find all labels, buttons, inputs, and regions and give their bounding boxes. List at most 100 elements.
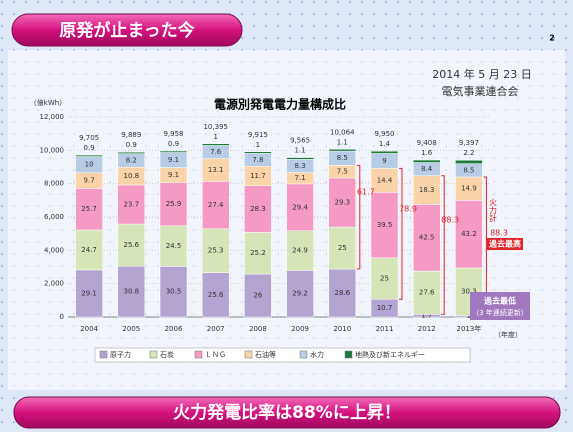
y-tick-label: 4,000 xyxy=(44,246,64,254)
header-pill xyxy=(11,13,243,47)
total-label: 9,408 xyxy=(417,139,437,147)
segment-label: 10.7 xyxy=(377,304,393,312)
bar-segment xyxy=(159,266,188,318)
y-tick-label: 8,000 xyxy=(44,180,64,188)
bar-segment xyxy=(75,188,103,231)
segment-label: 29.4 xyxy=(292,203,308,211)
segment-label: 1.6 xyxy=(421,149,433,157)
x-tick-label: 2009 xyxy=(291,325,309,333)
bar-segment xyxy=(201,181,230,230)
segment-label: 10 xyxy=(85,161,94,169)
segment-label: 28.3 xyxy=(250,205,266,213)
segment-label: 8.5 xyxy=(463,166,474,174)
segment-label: 1 xyxy=(467,312,471,320)
thermal-bracket xyxy=(399,167,403,300)
segment-label: 25.2 xyxy=(250,249,266,257)
segment-label: 9 xyxy=(382,157,386,165)
thermal-bracket xyxy=(441,175,445,315)
segment-label: 29.2 xyxy=(292,290,308,298)
segment-label: 1.7 xyxy=(421,312,432,320)
chart-title: 電源別発電電力量構成比 xyxy=(214,97,346,112)
y-tick-label: 6,000 xyxy=(44,213,64,221)
bar-segment xyxy=(201,143,230,146)
legend-label: 石炭 xyxy=(160,351,174,359)
bar-segment xyxy=(370,150,399,154)
segment-label: 43.2 xyxy=(461,230,477,238)
segment-label: 8.5 xyxy=(337,154,348,162)
segment-label: 11.7 xyxy=(250,172,266,180)
segment-label: 14.4 xyxy=(377,176,393,184)
bar-segment xyxy=(455,159,483,164)
segment-label: 8.2 xyxy=(126,156,137,164)
thermal-bracket xyxy=(356,164,361,270)
segment-label: 26 xyxy=(253,292,262,300)
segment-label: 29.3 xyxy=(335,199,351,207)
annotation: 過去最低 xyxy=(483,296,516,306)
bar-segment xyxy=(201,272,230,318)
footer-pill xyxy=(13,396,561,429)
bar-segment xyxy=(75,229,103,271)
segment-label: 8.4 xyxy=(421,165,433,173)
segment-label: 10.8 xyxy=(124,172,140,180)
bar-segment xyxy=(159,182,188,226)
bar-segment xyxy=(328,226,357,270)
footer-text: 火力発電比率は88%に上昇！ xyxy=(173,402,401,423)
segment-label: 0.9 xyxy=(126,141,137,149)
thermal-share: 61.7 xyxy=(357,188,375,197)
legend-swatch xyxy=(149,350,158,359)
legend-swatch xyxy=(344,350,353,359)
header-title: 原発が止まった今 xyxy=(59,20,194,41)
total-label: 9,915 xyxy=(248,131,268,139)
total-label: 10,064 xyxy=(330,128,355,136)
segment-label: 7.8 xyxy=(252,156,263,164)
legend-label: 原子力 xyxy=(110,350,131,359)
y-tick-label: 12,000 xyxy=(40,113,65,121)
segment-label: 25.3 xyxy=(208,247,224,255)
segment-label: 25 xyxy=(380,275,389,283)
segment-label: 13.1 xyxy=(208,166,224,174)
bar-segment xyxy=(75,269,103,318)
x-tick-label: 2010 xyxy=(333,325,351,333)
segment-label: 8.3 xyxy=(295,162,306,170)
annotation-box xyxy=(470,292,530,320)
segment-label: 25.6 xyxy=(124,241,140,249)
segment-label: 2.2 xyxy=(463,149,474,157)
y-tick-label: 0 xyxy=(60,313,64,321)
x-tick-label: 2013年 xyxy=(456,324,481,333)
y-axis-label: （億kWh） xyxy=(30,98,66,107)
bar-segment xyxy=(117,265,146,318)
segment-label: 9.1 xyxy=(168,156,179,164)
y-tick-label: 10,000 xyxy=(40,146,65,154)
segment-label: 25.7 xyxy=(81,205,97,213)
segment-label: 29.1 xyxy=(81,289,97,297)
bar-segment xyxy=(328,149,357,152)
legend-swatch xyxy=(99,350,108,359)
legend-swatch xyxy=(244,350,253,359)
annotation: （3 年連続更新） xyxy=(472,308,528,317)
segment-label: 25 xyxy=(338,244,347,252)
bar-segment xyxy=(159,150,188,153)
thermal-share: 78.9 xyxy=(399,204,417,213)
segment-label: 30.5 xyxy=(166,288,182,296)
legend-swatch xyxy=(299,350,308,359)
segment-label: 25.6 xyxy=(208,291,224,299)
total-label: 9,397 xyxy=(459,139,479,147)
segment-label: 1.1 xyxy=(295,147,306,155)
date: 2014 年 5 月 23 日 xyxy=(432,67,531,81)
bar-segment xyxy=(117,151,146,154)
bar-segment xyxy=(412,159,441,163)
segment-label: 27.4 xyxy=(208,201,224,209)
segment-label: 30.3 xyxy=(461,288,477,296)
segment-label: 7.1 xyxy=(295,174,306,182)
segment-label: 1 xyxy=(256,141,260,149)
legend-label: 石油等 xyxy=(255,350,276,359)
total-label: 9,705 xyxy=(79,134,99,142)
segment-label: 27.6 xyxy=(419,289,435,297)
annotation-box xyxy=(487,238,523,250)
segment-label: 9.1 xyxy=(168,171,179,179)
total-label: 9,950 xyxy=(374,130,394,138)
segment-label: 14.9 xyxy=(461,185,477,193)
total-label: 9,958 xyxy=(163,130,183,138)
segment-label: 9.7 xyxy=(84,177,95,185)
